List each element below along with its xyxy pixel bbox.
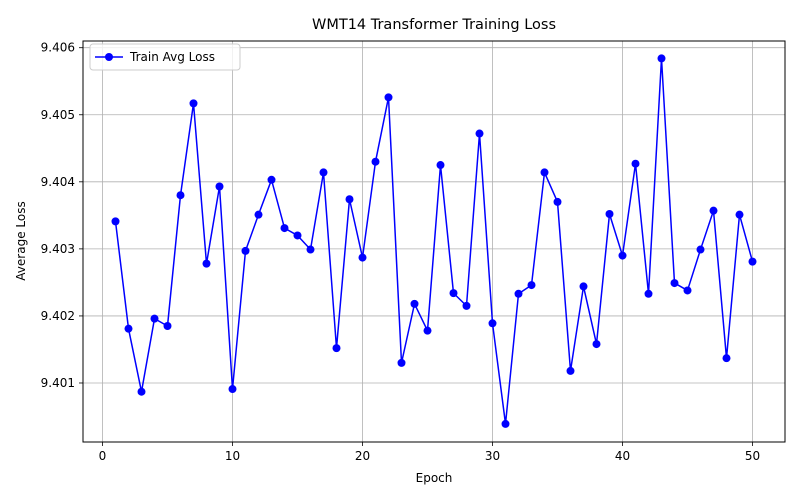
legend-label: Train Avg Loss (129, 50, 215, 64)
data-point (592, 340, 601, 349)
data-point (683, 286, 692, 295)
data-point (449, 289, 458, 298)
y-tick-label: 9.402 (41, 309, 75, 323)
x-tick-label: 20 (355, 449, 370, 463)
y-tick-label: 9.406 (41, 41, 75, 55)
data-point (436, 161, 445, 170)
x-tick-label: 10 (225, 449, 240, 463)
data-point (657, 54, 666, 63)
data-point (735, 210, 744, 219)
data-point (254, 210, 263, 219)
data-point (540, 168, 549, 177)
y-tick-label: 9.404 (41, 175, 75, 189)
x-tick-label: 30 (485, 449, 500, 463)
x-axis-label: Epoch (416, 471, 453, 485)
data-point (527, 281, 536, 290)
data-point (345, 195, 354, 204)
data-point (358, 253, 367, 262)
data-point (228, 385, 237, 394)
data-point (423, 326, 432, 335)
data-point (462, 301, 471, 310)
y-tick-label: 9.403 (41, 242, 75, 256)
data-point (748, 257, 757, 266)
data-point (319, 168, 328, 177)
data-point (202, 259, 211, 268)
y-axis-label: Average Loss (14, 201, 28, 280)
data-point (267, 175, 276, 184)
x-tick-label: 40 (615, 449, 630, 463)
data-point (111, 217, 120, 226)
data-point (189, 99, 198, 108)
data-point (137, 387, 146, 396)
data-point (371, 157, 380, 166)
data-point (696, 245, 705, 254)
data-point (605, 210, 614, 219)
data-point (618, 251, 627, 260)
y-tick-label: 9.401 (41, 376, 75, 390)
data-point (514, 289, 523, 298)
data-point (397, 358, 406, 367)
x-axis-ticks: 0 10 20 30 40 50 (99, 442, 760, 463)
data-point (241, 246, 250, 255)
data-point (306, 245, 315, 254)
plot-frame (82, 40, 786, 443)
data-point (644, 289, 653, 298)
data-point (176, 191, 185, 200)
data-point (631, 159, 640, 168)
legend: Train Avg Loss (89, 43, 241, 71)
data-point (722, 354, 731, 363)
series-train-avg-loss (111, 54, 757, 428)
data-point (384, 93, 393, 102)
legend-marker-swatch (105, 53, 113, 61)
x-tick-label: 0 (99, 449, 107, 463)
data-point (488, 319, 497, 328)
chart-title: WMT14 Transformer Training Loss (312, 17, 556, 33)
data-point (566, 366, 575, 375)
data-point (293, 231, 302, 240)
data-point (670, 279, 679, 288)
data-point (150, 314, 159, 323)
data-point (410, 299, 419, 308)
data-point (475, 129, 484, 138)
data-point (553, 197, 562, 206)
data-point (215, 182, 224, 191)
data-point (501, 419, 510, 428)
data-point (124, 324, 133, 333)
x-tick-label: 50 (745, 449, 760, 463)
series-line (114, 57, 754, 425)
data-point (163, 321, 172, 330)
data-point (332, 344, 341, 353)
y-tick-label: 9.405 (41, 108, 75, 122)
y-axis-ticks: 9.401 9.402 9.403 9.404 9.405 9.406 (41, 41, 83, 390)
data-point (709, 206, 718, 215)
legend-box (89, 43, 241, 71)
data-point (280, 224, 289, 233)
data-point (579, 282, 588, 291)
